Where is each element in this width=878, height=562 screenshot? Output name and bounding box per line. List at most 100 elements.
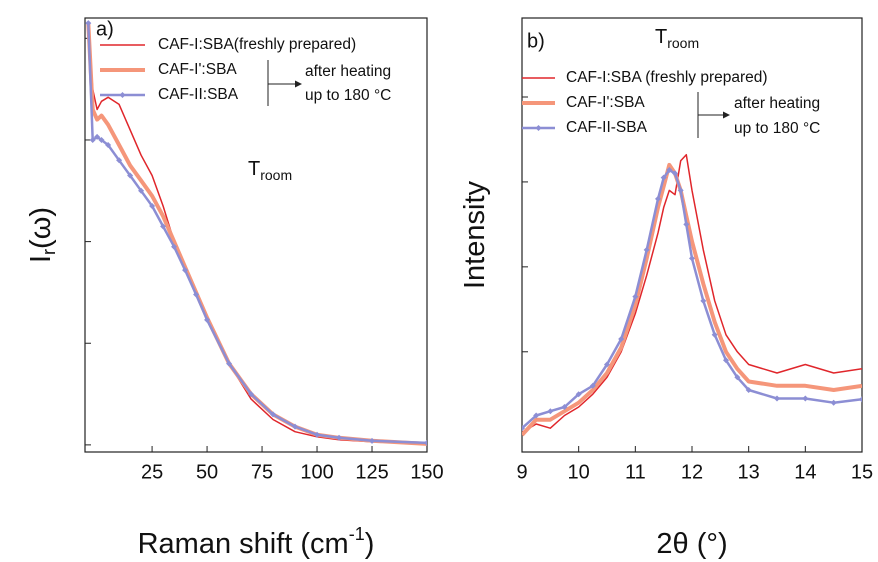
series-marker (522, 425, 525, 432)
x-tick-label: 75 (251, 461, 273, 483)
legend-label: CAF-I':SBA (158, 61, 237, 78)
series-marker (533, 412, 540, 419)
series-marker (774, 395, 780, 402)
series-marker (85, 20, 92, 27)
x-tick-label: 14 (794, 461, 816, 483)
series-marker (182, 267, 189, 274)
series-line (522, 153, 862, 434)
series-marker (116, 157, 123, 164)
series-marker (711, 331, 718, 338)
y-label-part: r (39, 249, 59, 255)
x-tick-label: 15 (851, 461, 873, 483)
legend-marker (535, 125, 542, 131)
x-label-part: ) (365, 528, 375, 560)
series-marker (89, 136, 96, 143)
x-tick-label: 50 (196, 461, 218, 483)
series-marker (643, 246, 650, 253)
series-marker (98, 136, 105, 143)
x-axis-label: Raman shift (cm-1) (138, 524, 375, 560)
x-tick-label: 11 (625, 461, 646, 483)
series-marker (672, 170, 678, 177)
x-axis-label: 2θ (°) (656, 528, 727, 560)
x-label-part: Raman shift (cm (138, 528, 349, 560)
x-tick-label: 150 (410, 461, 443, 483)
legend-label: CAF-II-SBA (566, 119, 648, 136)
series-marker (859, 396, 862, 403)
series-marker (336, 434, 343, 441)
series-marker (547, 408, 554, 415)
x-tick-label: 100 (300, 461, 333, 483)
series-marker (700, 297, 707, 304)
series-marker (683, 221, 690, 228)
x-tick-label: 10 (568, 461, 590, 483)
annotation-main: T (248, 158, 260, 180)
series-marker (689, 255, 695, 262)
legend-label: CAF-II:SBA (158, 86, 239, 103)
series-marker (655, 195, 661, 202)
series-marker (369, 437, 376, 444)
y-label-part: (ω) (25, 207, 57, 249)
y-axis-label: Intensity (459, 181, 491, 289)
series-line (522, 162, 862, 437)
series-marker (561, 403, 568, 410)
annotation-sub: room (260, 167, 292, 183)
series-marker (171, 243, 178, 250)
series-marker (149, 203, 156, 210)
annotation: Troom (248, 158, 292, 182)
series-line (87, 23, 427, 445)
legend-note: up to 180 °C (734, 120, 820, 137)
y-axis-label: Ir(ω) (25, 207, 59, 263)
panel-label: b) (527, 30, 545, 52)
series-marker (660, 174, 667, 181)
series-line (522, 168, 862, 430)
series-marker (226, 360, 233, 367)
x-label-part: -1 (349, 524, 365, 544)
series-marker (248, 391, 255, 398)
x-tick-label: 12 (681, 461, 703, 483)
series-marker (105, 142, 112, 149)
series-marker (632, 293, 639, 300)
arrow-head (723, 111, 730, 119)
series-marker (314, 431, 321, 438)
series-group (85, 20, 427, 446)
arrow-head (295, 80, 302, 88)
legend-label: CAF-I:SBA(freshly prepared) (158, 36, 356, 53)
panel-label: a) (96, 18, 114, 40)
x-tick-label: 13 (738, 461, 760, 483)
series-group (522, 153, 862, 437)
legend-marker (119, 92, 126, 98)
legend-note: after heating (734, 95, 820, 112)
series-marker (575, 391, 582, 398)
legend-note: after heating (305, 63, 391, 80)
x-label-part: 2θ (°) (656, 528, 727, 560)
legend-label: CAF-I:SBA (freshly prepared) (566, 69, 768, 86)
series-marker (723, 357, 729, 364)
x-tick-label: 125 (355, 461, 388, 483)
series-marker (193, 291, 200, 298)
annotation: Troom (655, 26, 699, 50)
annotation-main: T (655, 26, 667, 48)
series-marker (138, 187, 145, 194)
series-marker (127, 172, 134, 179)
legend-note: up to 180 °C (305, 87, 391, 104)
y-label-part: Intensity (459, 181, 491, 289)
x-tick-label: 25 (141, 461, 163, 483)
series-marker (734, 374, 741, 381)
series-marker (604, 361, 610, 368)
series-marker (830, 399, 837, 406)
series-marker (94, 133, 101, 140)
series-marker (618, 336, 625, 343)
series-marker (745, 387, 752, 393)
series-marker (666, 167, 673, 174)
annotation-sub: room (667, 35, 699, 51)
series-marker (160, 223, 167, 230)
series-marker (424, 439, 427, 446)
series-marker (677, 187, 684, 194)
legend-label: CAF-I':SBA (566, 94, 645, 111)
y-label-part: I (25, 255, 57, 263)
series-marker (270, 411, 277, 418)
x-tick-label: 9 (516, 461, 527, 483)
series-marker (802, 395, 809, 402)
